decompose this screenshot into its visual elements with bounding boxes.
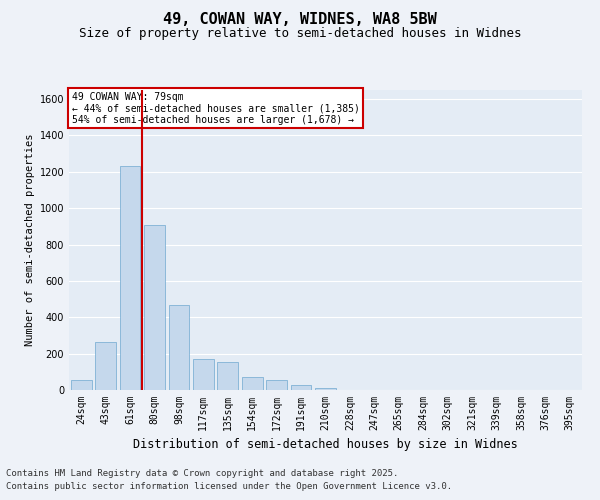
Bar [242, 378, 263, 390]
Text: Contains HM Land Registry data © Crown copyright and database right 2025.: Contains HM Land Registry data © Crown c… [6, 468, 398, 477]
Text: Size of property relative to semi-detached houses in Widnes: Size of property relative to semi-detach… [79, 28, 521, 40]
Y-axis label: Number of semi-detached properties: Number of semi-detached properties [25, 134, 35, 346]
Bar [290, 386, 311, 390]
Text: 49, COWAN WAY, WIDNES, WA8 5BW: 49, COWAN WAY, WIDNES, WA8 5BW [163, 12, 437, 28]
Bar [315, 388, 336, 390]
Text: 49 COWAN WAY: 79sqm
← 44% of semi-detached houses are smaller (1,385)
54% of sem: 49 COWAN WAY: 79sqm ← 44% of semi-detach… [71, 92, 359, 124]
Bar [169, 304, 190, 390]
Bar [193, 359, 214, 390]
Bar [119, 166, 140, 390]
Bar [144, 224, 165, 390]
Bar [266, 380, 287, 390]
Bar [95, 342, 116, 390]
Bar [217, 362, 238, 390]
Bar [71, 380, 92, 390]
Text: Contains public sector information licensed under the Open Government Licence v3: Contains public sector information licen… [6, 482, 452, 491]
X-axis label: Distribution of semi-detached houses by size in Widnes: Distribution of semi-detached houses by … [133, 438, 518, 452]
